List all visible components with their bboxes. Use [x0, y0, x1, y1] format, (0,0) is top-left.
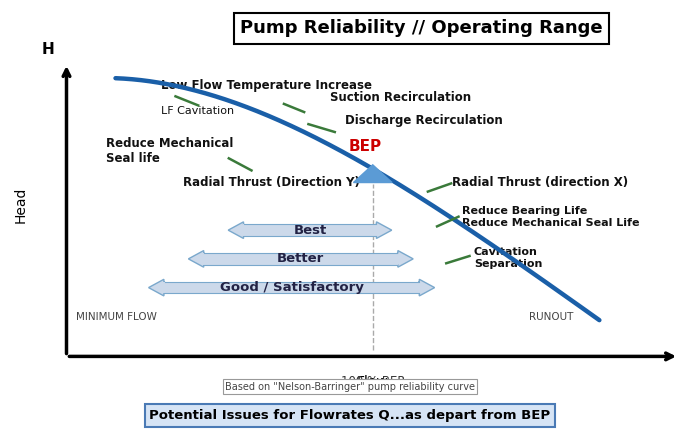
- Bar: [163, 282, 420, 293]
- Text: BEP: BEP: [349, 139, 382, 154]
- Text: Potential Issues for Flowrates Q...as depart from BEP: Potential Issues for Flowrates Q...as de…: [149, 409, 551, 422]
- Text: LF Cavitation: LF Cavitation: [162, 106, 235, 117]
- Polygon shape: [354, 165, 392, 183]
- Text: Reduce Bearing Life
Reduce Mechanical Seal Life: Reduce Bearing Life Reduce Mechanical Se…: [461, 206, 639, 228]
- Text: Radial Thrust (Direction Y): Radial Thrust (Direction Y): [183, 176, 360, 189]
- Text: Cavitation
Separation: Cavitation Separation: [474, 247, 542, 269]
- Text: RUNOUT: RUNOUT: [529, 312, 573, 322]
- Text: H: H: [42, 42, 55, 57]
- FancyArrow shape: [148, 280, 164, 296]
- Text: Low Flow Temperature Increase: Low Flow Temperature Increase: [162, 79, 372, 92]
- FancyArrow shape: [419, 280, 435, 296]
- Bar: [203, 253, 398, 265]
- Text: Head: Head: [13, 187, 27, 223]
- Text: MINIMUM FLOW: MINIMUM FLOW: [76, 312, 157, 322]
- FancyArrow shape: [188, 251, 204, 267]
- Bar: [243, 224, 377, 236]
- FancyArrow shape: [397, 251, 413, 267]
- Text: Flow: Flow: [357, 375, 388, 388]
- Text: Better: Better: [277, 252, 324, 265]
- Text: 100 % BEP: 100 % BEP: [341, 375, 405, 388]
- Text: Radial Thrust (direction X): Radial Thrust (direction X): [452, 176, 629, 189]
- Text: Discharge Recirculation: Discharge Recirculation: [345, 114, 503, 127]
- Text: Reduce Mechanical
Seal life: Reduce Mechanical Seal life: [106, 137, 234, 165]
- Text: Best: Best: [293, 224, 327, 237]
- Text: Good / Satisfactory: Good / Satisfactory: [220, 281, 363, 294]
- Text: Based on "Nelson-Barringer" pump reliability curve: Based on "Nelson-Barringer" pump reliabi…: [225, 381, 475, 392]
- FancyArrow shape: [376, 222, 392, 238]
- Text: Suction Recirculation: Suction Recirculation: [330, 91, 471, 105]
- FancyArrow shape: [228, 222, 244, 238]
- Text: Pump Reliability // Operating Range: Pump Reliability // Operating Range: [240, 19, 603, 37]
